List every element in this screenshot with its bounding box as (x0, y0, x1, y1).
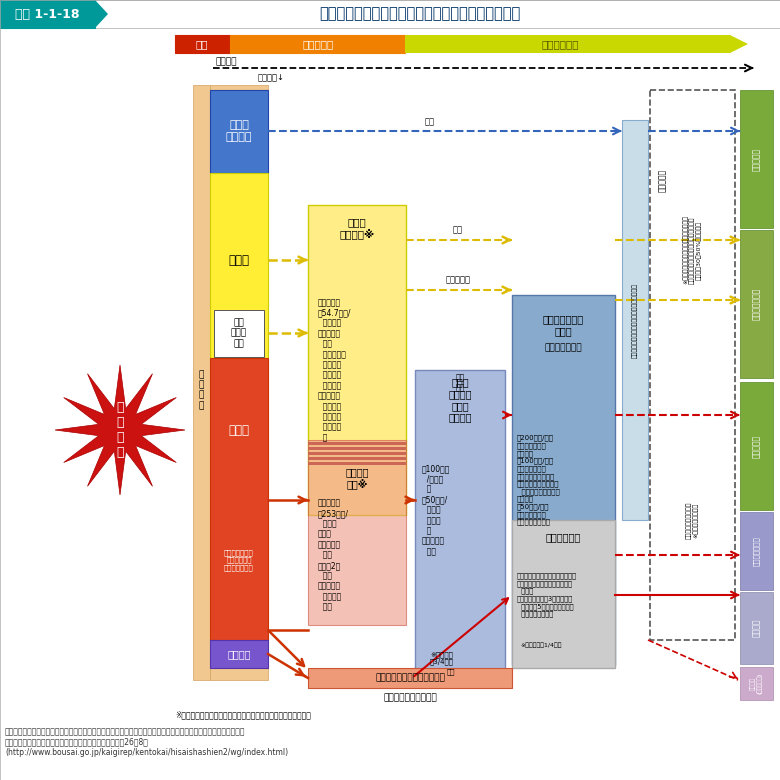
Bar (308, 462, 406, 465)
Bar (740, 90, 773, 228)
Text: 補修: 補修 (453, 225, 463, 235)
Text: うち
大規模
半壊: うち 大規模 半壊 (231, 318, 247, 348)
Polygon shape (55, 365, 185, 495)
Bar (308, 447, 406, 450)
Text: 被災者生活再建
支援金: 被災者生活再建 支援金 (542, 314, 583, 336)
Bar (308, 457, 406, 460)
Bar (512, 520, 615, 668)
Text: （全壊の場合と同様）: （全壊の場合と同様） (383, 693, 437, 703)
Text: 被災者
生活再建
支援金
（基礎）: 被災者 生活再建 支援金 （基礎） (448, 378, 472, 423)
Text: ・200万円/世帯
・資力要件なし
（補修）
・100万円/世帯
・資力要件なし
・借家は原則対象外
・半壊し、やむを得ず
  解体した場合を除く
（賃借）
・: ・200万円/世帯 ・資力要件なし （補修） ・100万円/世帯 ・資力要件なし… (517, 434, 560, 525)
Text: 補修: 補修 (425, 118, 435, 126)
Text: 災
害
発
生: 災 害 発 生 (116, 401, 124, 459)
Bar (210, 173, 268, 358)
Text: 避
難
所
等: 避 難 所 等 (198, 370, 204, 410)
Bar (415, 370, 505, 675)
Bar (740, 592, 773, 664)
Text: 従前の自宅: 従前の自宅 (751, 434, 760, 458)
Text: ・100万円
  /全壊世
  帯
・50万円/
  大規模
  半壊世
  帯
・資力要件
  なし: ・100万円 /全壊世 帯 ・50万円/ 大規模 半壊世 帯 ・資力要件 なし (422, 464, 450, 556)
Text: 生活保護（住宅扶助）
※生活保護要件あり: 生活保護（住宅扶助） ※生活保護要件あり (686, 502, 698, 539)
Text: 損壊なし↓: 損壊なし↓ (258, 73, 285, 83)
Bar (210, 90, 268, 173)
Text: 半　壊: 半 壊 (229, 254, 250, 267)
Polygon shape (95, 0, 108, 28)
Text: 出典：内閣府　被災者に対する国の支援の在り方に関する検討会　被災者の住まいの確保策検討ワーキンググループ
『被災者の住まいの確保策に関する委員の意見整理』平成2: 出典：内閣府 被災者に対する国の支援の在り方に関する検討会 被災者の住まいの確保… (5, 727, 288, 757)
Polygon shape (405, 35, 748, 53)
Bar (308, 442, 406, 445)
Bar (512, 295, 615, 665)
Text: ・収入等に応じた家賃（減免可）
・災害により住宅を失った低額
  所得者
・滅失住宅戸数の3割（激甚基
  災害では5割）以内が国庫補
  助率の嵩上げ対象: ・収入等に応じた家賃（減免可） ・災害により住宅を失った低額 所得者 ・滅失住宅… (517, 573, 577, 617)
Text: 建設
購入: 建設 購入 (456, 374, 465, 392)
Bar (308, 440, 406, 625)
Text: （半壊し、やむ
を得ず解体し
た場合を含む）: （半壊し、やむ を得ず解体し た場合を含む） (224, 549, 254, 571)
Text: 公営住宅: 公営住宅 (751, 619, 760, 637)
Text: 応急仮設
住宅※: 応急仮設 住宅※ (346, 466, 369, 489)
Bar (308, 442, 406, 445)
Text: 建設・購入: 建設・購入 (445, 275, 470, 285)
Text: 発災: 発災 (196, 39, 208, 49)
Bar (740, 230, 773, 378)
Text: 新築・中古住宅: 新築・中古住宅 (751, 288, 760, 320)
Text: 住宅の
応急修理※: 住宅の 応急修理※ (339, 217, 374, 239)
Bar (230, 35, 405, 53)
Bar (210, 85, 268, 680)
Text: 半壊に
至らない: 半壊に 至らない (225, 120, 252, 142)
Bar (308, 462, 406, 465)
Bar (308, 205, 406, 515)
Text: 復旧・復興期: 復旧・復興期 (541, 39, 579, 49)
Text: 民間賃貸住宅等: 民間賃貸住宅等 (753, 536, 759, 566)
Text: 災害復興住宅融資（建設）（購入）（補修）: 災害復興住宅融資（建設）（購入）（補修） (633, 282, 638, 357)
Text: ・現物給付
・54.7万円/
  世帯以下
・資力要件
  あり
  （大規模半
  壊の場合
  は資力要
  件なし）
・応急仮設
  住宅を利
  用しな: ・現物給付 ・54.7万円/ 世帯以下 ・資力要件 あり （大規模半 壊の場合 … (318, 298, 352, 442)
Bar (175, 35, 230, 53)
Bar (308, 457, 406, 460)
Bar (0, 0, 780, 28)
Bar (308, 447, 406, 450)
Bar (0, 0, 95, 28)
Text: 被災から恒久的な住宅確保までの流れ（持家世帯）: 被災から恒久的な住宅確保までの流れ（持家世帯） (319, 6, 520, 22)
Text: ※単身世帯は1/4の額: ※単身世帯は1/4の額 (520, 642, 562, 648)
Bar (308, 668, 512, 688)
Text: 保険・共済: 保険・共済 (658, 168, 667, 192)
Text: 生活保護
(住宅保護等): 生活保護 (住宅保護等) (750, 672, 762, 693)
Bar (210, 358, 268, 640)
Bar (193, 85, 210, 680)
Bar (740, 667, 773, 700)
Text: 従前の自宅: 従前の自宅 (751, 147, 760, 171)
Text: ※契約者に対し損害額を補填（再調達費
など）。ただし連帯保証は火災保険の契
約金額の30～50%の範囲内。: ※契約者に対し損害額を補填（再調達費 など）。ただし連帯保証は火災保険の契 約金… (682, 215, 701, 285)
Text: 災害公営住宅: 災害公営住宅 (545, 532, 580, 542)
Bar (650, 90, 735, 640)
Bar (210, 640, 268, 668)
Bar (740, 382, 773, 510)
Text: 全　壊: 全 壊 (229, 424, 250, 437)
Bar (740, 512, 773, 590)
Text: 応急救助期: 応急救助期 (303, 39, 334, 49)
Text: （建設・購入）: （建設・購入） (544, 343, 582, 353)
Text: 調信: 調信 (447, 668, 456, 675)
Text: 図表 1-1-18: 図表 1-1-18 (15, 8, 80, 20)
Text: 一時提供住宅（公営住宅等）: 一時提供住宅（公営住宅等） (375, 673, 445, 682)
Text: ・現物給付
・253万円/
  戸以下
・無償
・資力要件
  あり
・原則2年
  以内
・賃貸住宅
  の借上げ
  も可: ・現物給付 ・253万円/ 戸以下 ・無償 ・資力要件 あり ・原則2年 以内 … (318, 498, 349, 612)
Bar (622, 120, 648, 520)
Text: 長期避難: 長期避難 (227, 649, 250, 659)
Bar (214, 310, 264, 357)
Text: ※単身世帯
は3/4の額: ※単身世帯 は3/4の額 (430, 651, 454, 665)
Bar (308, 452, 406, 455)
Bar (308, 452, 406, 455)
Text: 避難せず: 避難せず (215, 58, 236, 66)
Text: ※救助の適切な実施に必要な場合は、特別基準を定めることも可: ※救助の適切な実施に必要な場合は、特別基準を定めることも可 (175, 711, 311, 719)
